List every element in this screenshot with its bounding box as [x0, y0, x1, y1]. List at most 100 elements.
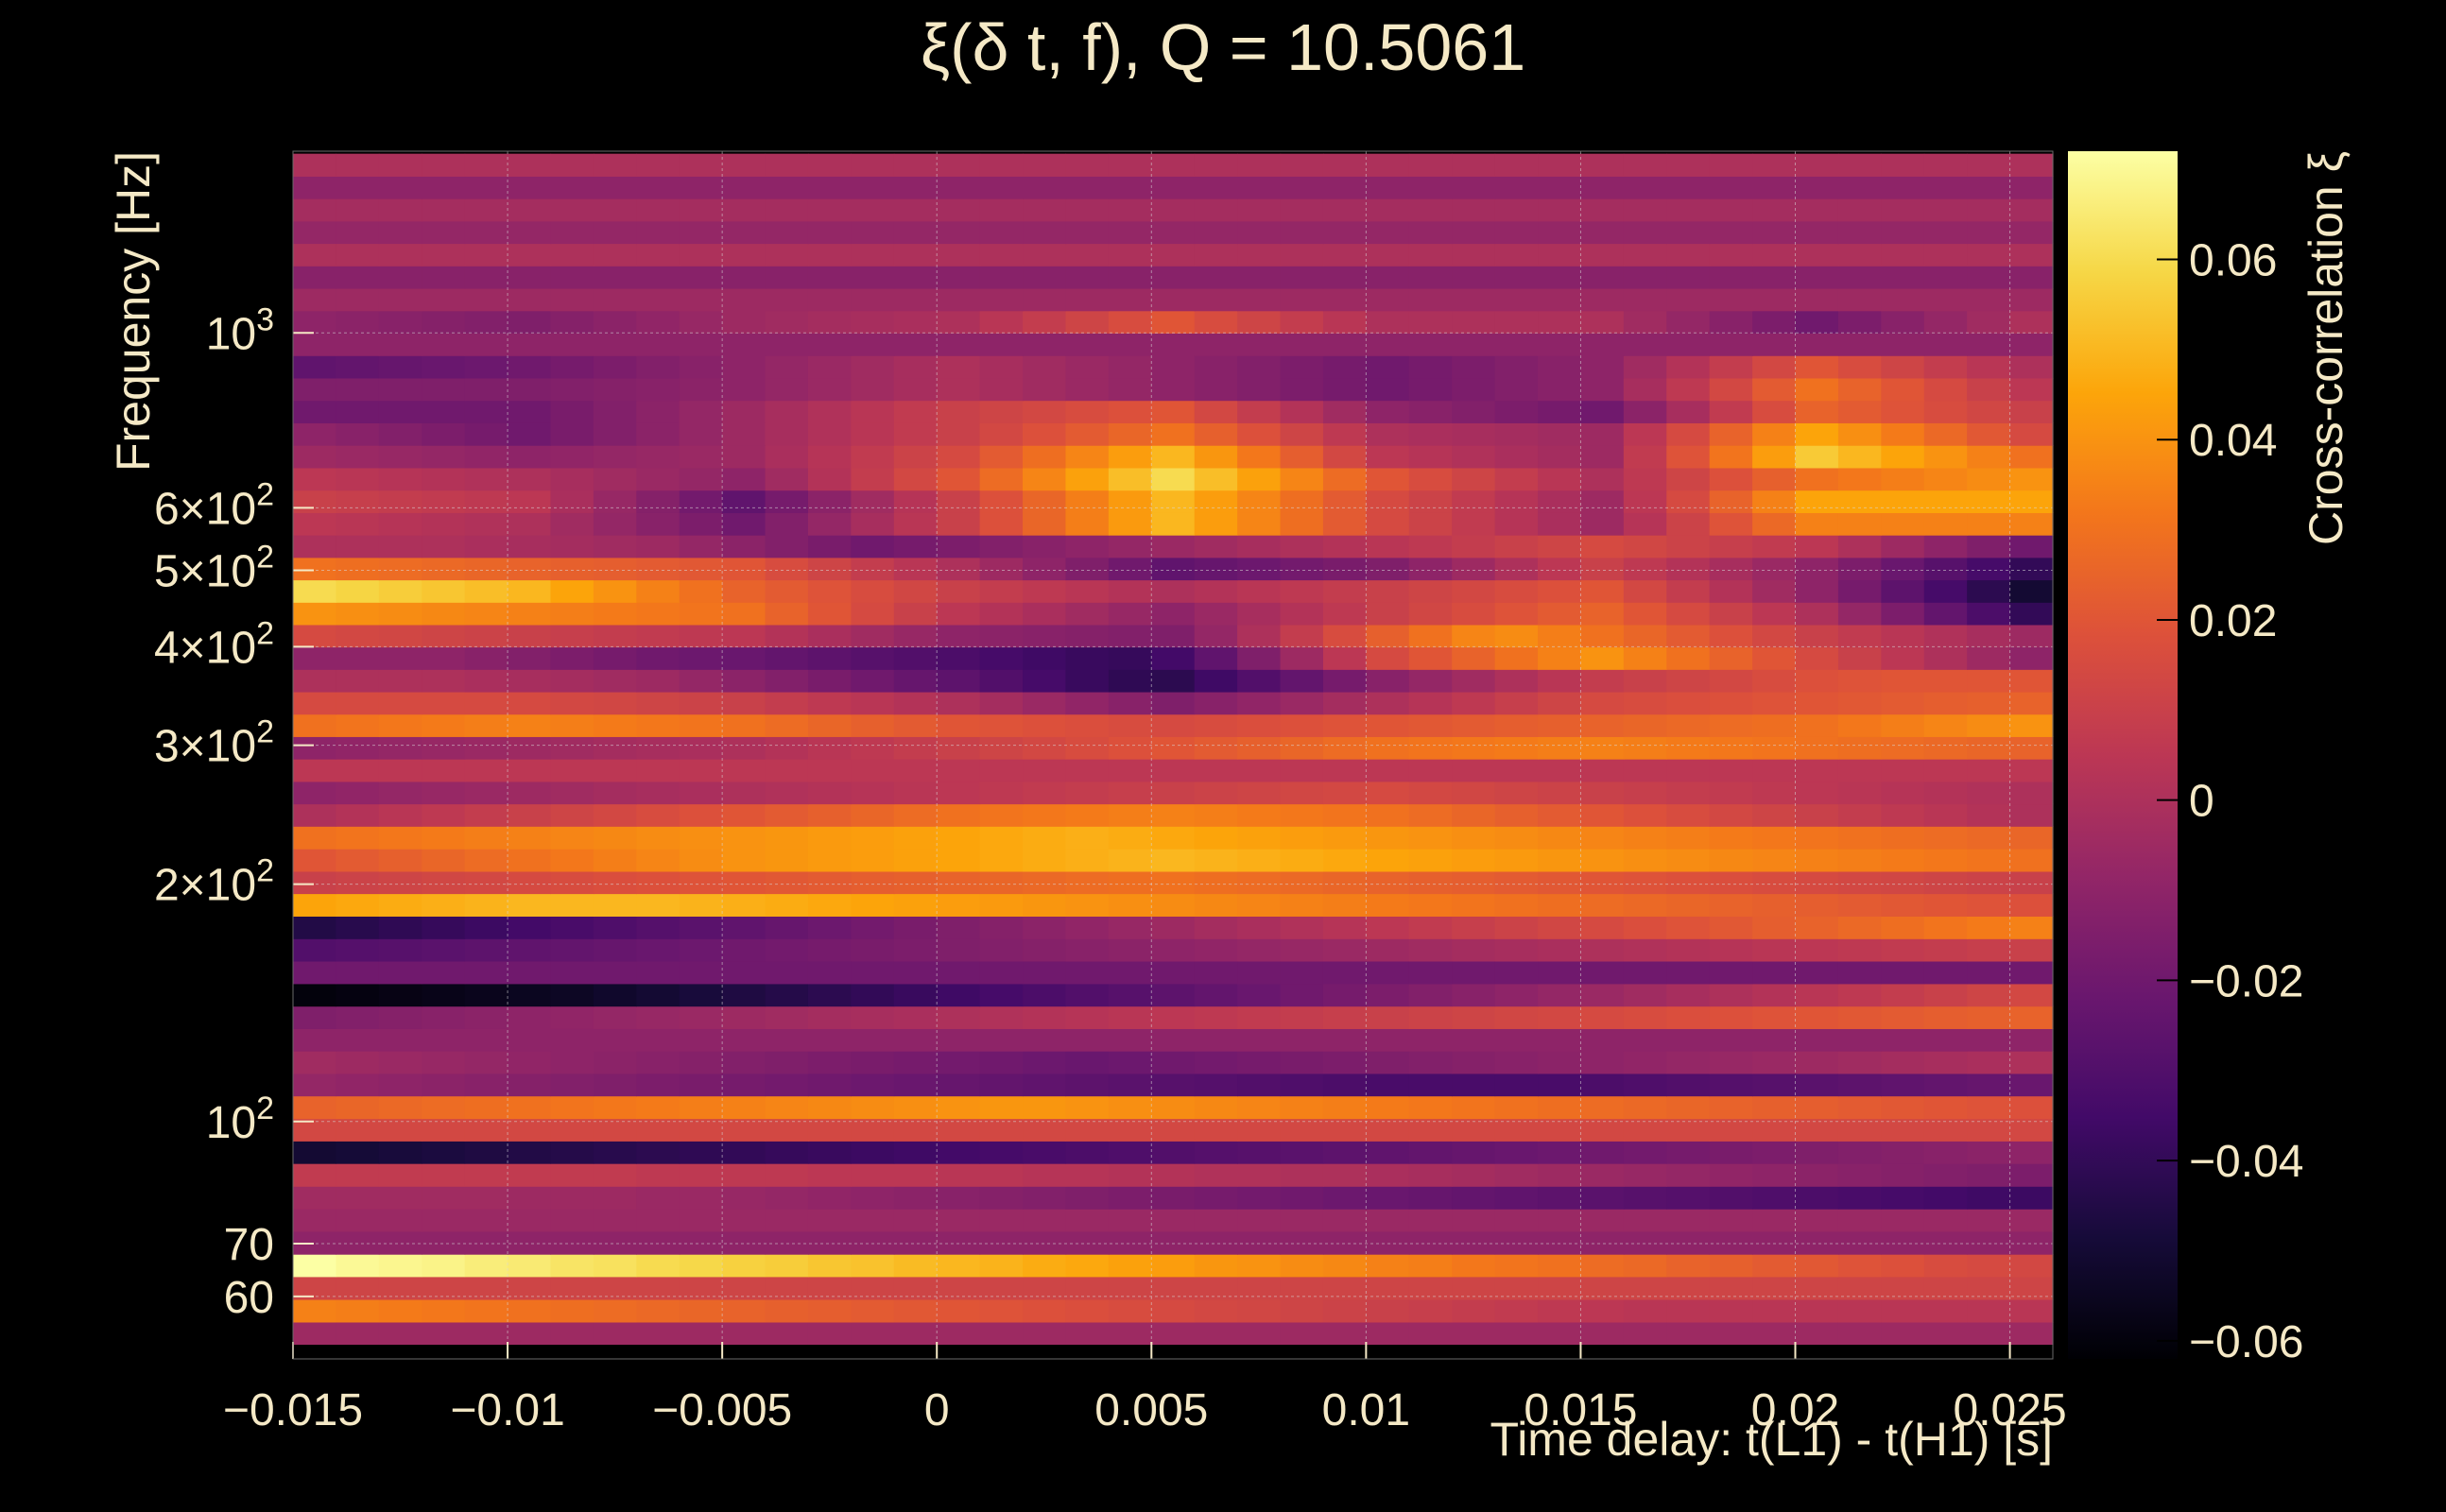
heatmap-cell — [1881, 445, 1925, 469]
heatmap-cell — [1023, 759, 1067, 782]
heatmap-cell — [1709, 490, 1753, 513]
heatmap-cell — [293, 759, 337, 782]
heatmap-cell — [464, 377, 508, 402]
heatmap-cell — [464, 579, 508, 603]
heatmap-cell — [1623, 916, 1667, 939]
heatmap-cell — [1837, 1141, 1882, 1164]
heatmap-cell — [1023, 1254, 1067, 1278]
heatmap-cell — [851, 781, 895, 805]
heatmap-cell — [1452, 893, 1496, 917]
heatmap-cell — [979, 266, 1024, 289]
heatmap-cell — [636, 243, 680, 266]
heatmap-cell — [1366, 759, 1410, 782]
grid-lines — [292, 151, 2053, 1359]
heatmap-cell — [1322, 849, 1367, 872]
heatmap-cell — [1151, 512, 1196, 536]
heatmap-cell — [1237, 377, 1282, 402]
heatmap-cell — [1580, 467, 1625, 491]
heatmap-cell — [1837, 333, 1882, 356]
heatmap-cell — [979, 243, 1024, 266]
heatmap-cell — [1923, 377, 1968, 402]
heatmap-cell — [765, 759, 809, 782]
heatmap-cell — [464, 355, 508, 379]
heatmap-cell — [1623, 422, 1667, 446]
heatmap-cell — [1108, 646, 1152, 670]
heatmap-cell — [807, 467, 852, 491]
heatmap-cell — [1452, 826, 1496, 850]
heatmap-cell — [679, 1051, 723, 1074]
heatmap-cell — [508, 870, 552, 895]
heatmap-cell — [1795, 377, 1839, 402]
heatmap-cell — [1752, 826, 1797, 850]
heatmap-cell — [1580, 669, 1625, 693]
heatmap-cell — [1967, 198, 2011, 222]
heatmap-cell — [893, 1209, 938, 1232]
heatmap-cell — [807, 1209, 852, 1232]
heatmap-cell — [550, 1298, 594, 1323]
heatmap-cell — [979, 1141, 1024, 1164]
heatmap-cell — [636, 153, 680, 177]
heatmap-cell — [765, 1163, 809, 1187]
heatmap-cell — [722, 691, 767, 715]
heatmap-cell — [807, 960, 852, 985]
heatmap-cell — [1752, 198, 1797, 222]
heatmap-cell — [1580, 759, 1625, 782]
heatmap-cell — [593, 445, 637, 469]
heatmap-cell — [1580, 803, 1625, 827]
heatmap-cell — [979, 938, 1024, 962]
heatmap-cell — [1881, 422, 1925, 446]
heatmap-cell — [2009, 535, 2054, 558]
heatmap-cell — [1580, 400, 1625, 423]
heatmap-cell — [550, 983, 594, 1007]
heatmap-cell — [293, 893, 337, 917]
heatmap-cell — [1538, 803, 1582, 827]
heatmap-cell — [1237, 646, 1282, 670]
heatmap-cell — [765, 669, 809, 693]
heatmap-cell — [893, 333, 938, 356]
heatmap-cell — [1237, 512, 1282, 536]
heatmap-cell — [893, 467, 938, 491]
heatmap-cell — [1666, 266, 1711, 289]
heatmap-cell — [508, 1163, 552, 1187]
heatmap-cell — [422, 287, 466, 312]
heatmap-cell — [1237, 1095, 1282, 1120]
heatmap-cell — [851, 669, 895, 693]
heatmap-cell — [1108, 557, 1152, 581]
heatmap-cell — [1666, 377, 1711, 402]
heatmap-cell — [1709, 916, 1753, 939]
heatmap-cell — [679, 938, 723, 962]
heatmap-cell — [1023, 1095, 1067, 1120]
heatmap-cell — [1108, 759, 1152, 782]
heatmap-cell — [1151, 557, 1196, 581]
heatmap-cell — [1580, 781, 1625, 805]
heatmap-cell — [1795, 983, 1839, 1007]
heatmap-cell — [1494, 266, 1539, 289]
heatmap-cell — [1452, 938, 1496, 962]
heatmap-cell — [679, 333, 723, 356]
heatmap-cell — [293, 960, 337, 985]
heatmap-cell — [1023, 176, 1067, 199]
heatmap-cell — [1280, 422, 1324, 446]
heatmap-cell — [1752, 579, 1797, 603]
heatmap-cell — [1967, 736, 2011, 760]
heatmap-cell — [1752, 849, 1797, 872]
heatmap-cell — [293, 803, 337, 827]
heatmap-cell — [1709, 512, 1753, 536]
heatmap-cell — [422, 983, 466, 1007]
heatmap-cell — [851, 646, 895, 670]
heatmap-cell — [1194, 1209, 1238, 1232]
heatmap-cell — [1752, 916, 1797, 939]
heatmap-cell — [1280, 938, 1324, 962]
heatmap-cell — [593, 1230, 637, 1255]
heatmap-cell — [593, 1209, 637, 1232]
heatmap-cell — [422, 198, 466, 222]
heatmap-cell — [679, 266, 723, 289]
heatmap-cell — [1237, 960, 1282, 985]
heatmap-cell — [1494, 624, 1539, 648]
heatmap-cell — [336, 445, 380, 469]
heatmap-cell — [1322, 916, 1367, 939]
heatmap-cell — [1237, 669, 1282, 693]
heatmap-cell — [1967, 983, 2011, 1007]
heatmap-cell — [1623, 266, 1667, 289]
heatmap-cell — [550, 1028, 594, 1052]
